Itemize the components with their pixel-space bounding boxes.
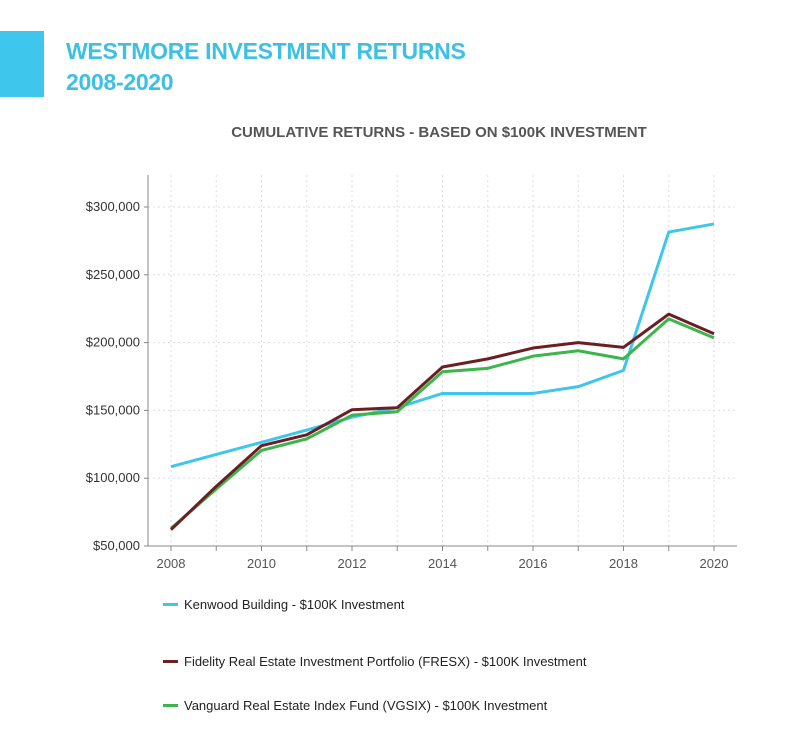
y-tick-label: $100,000: [86, 470, 140, 485]
y-tick-label: $300,000: [86, 199, 140, 214]
title-line-2: 2008-2020: [66, 69, 174, 95]
x-tick-label: 2016: [519, 556, 548, 571]
legend-item-kenwood: Kenwood Building - $100K Investment: [163, 595, 586, 613]
legend-item-fidelity: Fidelity Real Estate Investment Portfoli…: [163, 639, 586, 683]
series-line-fidelity: [169, 312, 715, 531]
page-title: WESTMORE INVESTMENT RETURNS 2008-2020: [66, 36, 466, 98]
x-tick-label: 2012: [338, 556, 367, 571]
y-tick-label: $50,000: [93, 538, 140, 553]
title-accent-block: [0, 31, 44, 97]
legend: Kenwood Building - $100K Investment Fide…: [163, 595, 586, 727]
series-line-kenwood: [170, 222, 715, 469]
x-tick-label: 2008: [157, 556, 186, 571]
legend-swatch: [163, 602, 178, 606]
y-tick-label: $250,000: [86, 267, 140, 282]
title-line-1: WESTMORE INVESTMENT RETURNS: [66, 38, 466, 64]
chart-title: CUMULATIVE RETURNS - BASED ON $100K INVE…: [231, 124, 647, 141]
y-tick-label: $200,000: [86, 335, 140, 350]
x-tick-label: 2010: [247, 556, 276, 571]
legend-label: Vanguard Real Estate Index Fund (VGSIX) …: [184, 697, 548, 713]
x-tick-label: 2018: [609, 556, 638, 571]
legend-label: Kenwood Building - $100K Investment: [184, 596, 405, 612]
legend-swatch: [163, 659, 178, 663]
x-tick-label: 2020: [700, 556, 729, 571]
series-line-vanguard: [170, 317, 715, 530]
legend-swatch: [163, 703, 178, 707]
y-tick-label: $150,000: [86, 402, 140, 417]
legend-label: Fidelity Real Estate Investment Portfoli…: [184, 653, 587, 669]
legend-item-vanguard: Vanguard Real Estate Index Fund (VGSIX) …: [163, 683, 586, 727]
x-tick-label: 2014: [428, 556, 457, 571]
